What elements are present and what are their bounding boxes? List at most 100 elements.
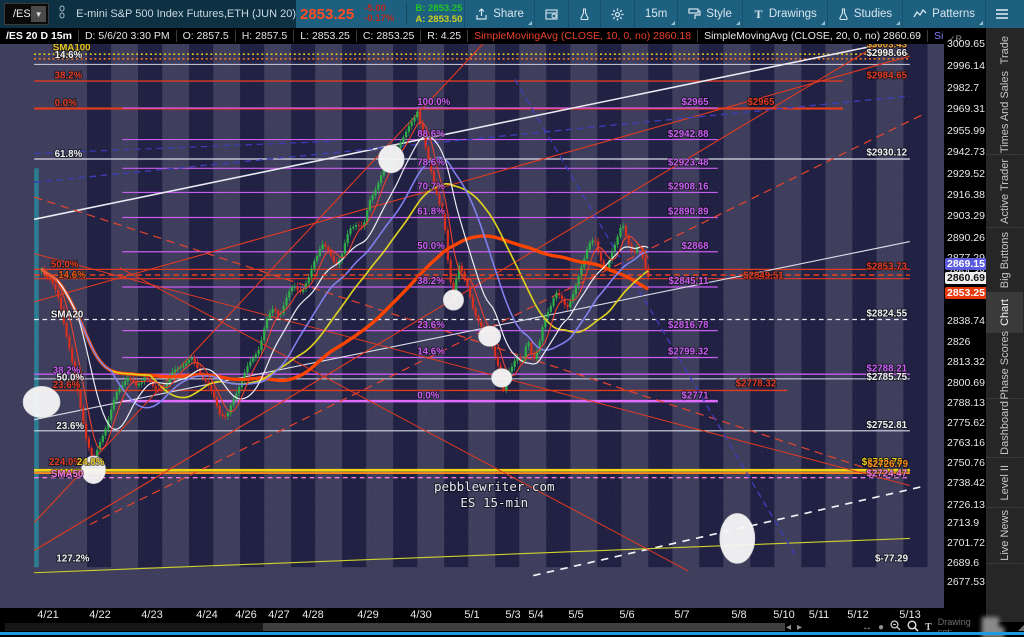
svg-text:14.6%: 14.6% xyxy=(417,347,445,358)
resize-corner-icon[interactable]: ◢ xyxy=(1017,622,1024,632)
svg-text:SMA20: SMA20 xyxy=(51,310,84,321)
svg-text:$-77.29: $-77.29 xyxy=(875,554,909,565)
date-tick: 4/28 xyxy=(302,609,324,621)
settings-button[interactable] xyxy=(599,0,634,28)
symbol-selector[interactable]: /ES ▼ xyxy=(4,3,50,25)
menu-button[interactable] xyxy=(985,0,1018,28)
svg-text:$2942.88: $2942.88 xyxy=(668,129,709,140)
svg-text:$2849.51: $2849.51 xyxy=(743,271,784,282)
tab-trade[interactable]: Trade xyxy=(986,30,1023,71)
date-tick: 5/12 xyxy=(847,609,869,621)
price-axis[interactable]: ✓R 3009.65 2996.14 2982.7 2969.31 2955.99 294… xyxy=(944,28,987,622)
share-icon xyxy=(475,8,488,20)
svg-text:0.0%: 0.0% xyxy=(417,390,440,401)
ohlc-field: O: 2857.5 xyxy=(175,30,235,42)
bottom-status-bar: ◂ ▸ ↔ ● T Drawing set: ███-████ ◢ xyxy=(0,617,1024,637)
price-tick: 2929.52 xyxy=(947,168,985,180)
svg-text:23.6%: 23.6% xyxy=(53,380,81,391)
price-tick: 2890.26 xyxy=(947,232,985,244)
svg-text:$2930.12: $2930.12 xyxy=(866,147,907,158)
ohlc-legend-row: /ES 20 D 15m D: 5/6/20 3:30 PM O: 2857.5 H… xyxy=(0,28,944,44)
tab-chart[interactable]: Chart xyxy=(986,293,1023,333)
svg-text:$2845.11: $2845.11 xyxy=(668,276,709,287)
tab-big-buttons[interactable]: Big Buttons xyxy=(986,228,1023,293)
date-tick: 5/1 xyxy=(464,609,480,621)
share-button[interactable]: Share xyxy=(464,0,534,28)
date-tick: 4/29 xyxy=(357,609,379,621)
text-tool-icon[interactable]: T xyxy=(925,621,932,633)
ohlc-field: R: 4.25 xyxy=(420,30,467,42)
patterns-button[interactable]: Patterns xyxy=(902,0,985,28)
axis-settings-icon[interactable]: ✓R xyxy=(948,34,963,44)
tab-live-news[interactable]: Live News xyxy=(986,508,1023,564)
tab-active-trader[interactable]: Active Trader xyxy=(986,155,1023,228)
zoom-in-icon[interactable] xyxy=(907,619,919,635)
patterns-icon xyxy=(913,8,927,20)
pan-icon[interactable]: ↔ xyxy=(862,621,872,633)
date-tick: 4/22 xyxy=(89,609,111,621)
link-icon[interactable] xyxy=(58,5,66,24)
svg-text:50.0%: 50.0% xyxy=(51,260,79,271)
calendar-button[interactable] xyxy=(533,0,568,28)
chevron-down-icon[interactable]: ▼ xyxy=(31,6,47,22)
date-axis[interactable]: 4/21 4/22 4/23 4/24 4/26 4/27 4/28 4/29 4/30 5/1 5… xyxy=(0,608,944,622)
svg-text:224.0%: 224.0% xyxy=(49,457,82,468)
button-label: Patterns xyxy=(932,8,975,20)
date-tick: 4/27 xyxy=(268,609,290,621)
tab-dashboard[interactable]: Dashboard xyxy=(986,399,1023,458)
timeframe-button[interactable]: 15m xyxy=(633,0,677,28)
dot-icon[interactable]: ● xyxy=(878,621,885,633)
study-legend[interactable]: SimpleMovingAvg (CLOSE, 50, 0, no) ... xyxy=(927,30,944,42)
price-tick: 2826 xyxy=(947,336,971,348)
svg-text:14.6%: 14.6% xyxy=(55,50,83,61)
price-chart[interactable]: 100.0% $2965 88.6% $2942.88 78.6% $2923.48 70.… xyxy=(0,2,944,608)
flask-icon xyxy=(838,8,849,20)
studies-button[interactable]: Studies xyxy=(826,0,902,28)
tab-times-and-sales[interactable]: Times And Sales xyxy=(986,70,1023,155)
tab-phase-scores[interactable]: Phase Scores xyxy=(986,331,1023,400)
symbol-zone: /ES ▼ E-mini S&P 500 Index Futures,ETH (… xyxy=(0,0,296,28)
quick-study-button[interactable] xyxy=(567,0,600,28)
date-tick: 4/21 xyxy=(37,609,59,621)
price-badge: 2860.69 xyxy=(945,272,987,284)
svg-text:38.2%: 38.2% xyxy=(417,276,445,287)
right-tab-strip: Trade Times And Sales Active Trader Big But… xyxy=(986,28,1024,622)
price-tick: 2903.29 xyxy=(947,210,985,222)
forward-arrow-icon[interactable]: ▸ xyxy=(797,621,803,633)
scrollbar-thumb[interactable] xyxy=(263,623,785,631)
tab-level-ii[interactable]: Level II xyxy=(986,458,1023,508)
zoom-out-icon[interactable] xyxy=(890,620,901,634)
back-arrow-icon[interactable]: ◂ xyxy=(786,621,792,633)
svg-text:$2890.89: $2890.89 xyxy=(668,207,709,218)
study-legend[interactable]: SimpleMovingAvg (CLOSE, 20, 0, no) 2860.… xyxy=(697,30,927,42)
price-tick: 2788.13 xyxy=(947,397,985,409)
svg-text:pebblewriter.com: pebblewriter.com xyxy=(434,479,555,494)
calendar-icon xyxy=(545,8,558,20)
svg-text:$2853.73: $2853.73 xyxy=(866,261,907,272)
symbol-text: /ES xyxy=(13,8,31,20)
price-tick: 2916.38 xyxy=(947,189,985,201)
date-tick: 4/24 xyxy=(196,609,218,621)
sma-10 xyxy=(41,121,649,450)
chart-area[interactable]: 100.0% $2965 88.6% $2942.88 78.6% $2923.48 70.… xyxy=(0,2,944,608)
button-label: 15m xyxy=(644,8,668,20)
date-tick: 4/30 xyxy=(410,609,432,621)
svg-text:$2984.65: $2984.65 xyxy=(866,70,907,81)
last-price: 2853.25 xyxy=(300,5,355,23)
svg-text:$2923.48: $2923.48 xyxy=(668,158,709,169)
ohlc-field: L: 2853.25 xyxy=(293,30,356,42)
study-legend[interactable]: SimpleMovingAvg (CLOSE, 10, 0, no) 2860.… xyxy=(467,30,697,42)
svg-text:$2724.47: $2724.47 xyxy=(866,468,907,479)
style-button[interactable]: Style xyxy=(677,0,742,28)
ohlc-field: H: 2857.5 xyxy=(234,30,294,42)
price-tick: 2942.73 xyxy=(947,146,985,158)
date-tick: 5/3 xyxy=(505,609,521,621)
date-tick: 5/7 xyxy=(674,609,690,621)
drawings-button[interactable]: T Drawings xyxy=(741,0,827,28)
price-tick: 2750.76 xyxy=(947,457,985,469)
svg-text:50.0%: 50.0% xyxy=(417,241,445,252)
date-tick: 5/10 xyxy=(773,609,795,621)
svg-text:38.2%: 38.2% xyxy=(55,70,83,81)
highlight-ellipse xyxy=(22,386,61,419)
svg-text:$2726.79: $2726.79 xyxy=(867,459,908,470)
